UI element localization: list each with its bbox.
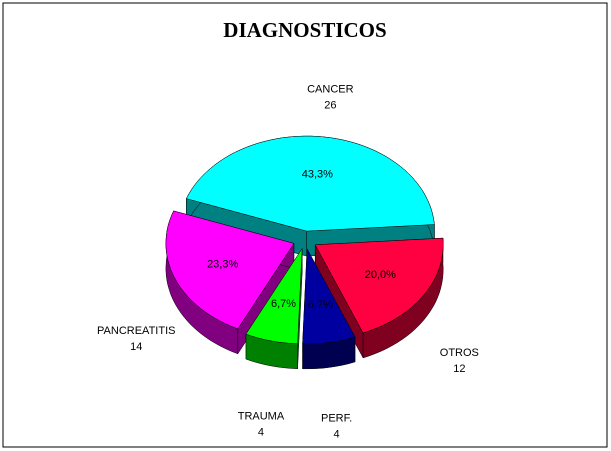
slice <box>302 247 356 370</box>
percent-label: 20,0% <box>365 269 396 281</box>
value-label: 14 <box>130 341 142 353</box>
percent-label: 23,3% <box>207 259 238 271</box>
pie-slice <box>165 210 295 330</box>
category-label: TRAUMA <box>238 411 285 423</box>
value-label: 4 <box>258 427 264 439</box>
percent-label: 6,7% <box>271 298 296 310</box>
pie-slice <box>302 247 356 345</box>
pie-slice <box>186 135 435 232</box>
value-label: 4 <box>334 429 340 441</box>
pie-slice <box>314 237 444 334</box>
chart-title: DIAGNOSTICOS <box>223 18 386 42</box>
category-label: OTROS <box>440 347 479 359</box>
slice <box>165 210 295 355</box>
value-label: 26 <box>324 99 336 111</box>
slice <box>245 247 303 369</box>
percent-label: 43,3% <box>302 169 333 181</box>
category-label: PANCREATITIS <box>97 325 175 337</box>
pie-slice <box>245 247 303 344</box>
category-label: PERF. <box>321 413 352 425</box>
value-label: 12 <box>453 363 465 375</box>
category-label: CANCER <box>307 83 354 95</box>
percent-label: 6,7% <box>308 299 333 311</box>
